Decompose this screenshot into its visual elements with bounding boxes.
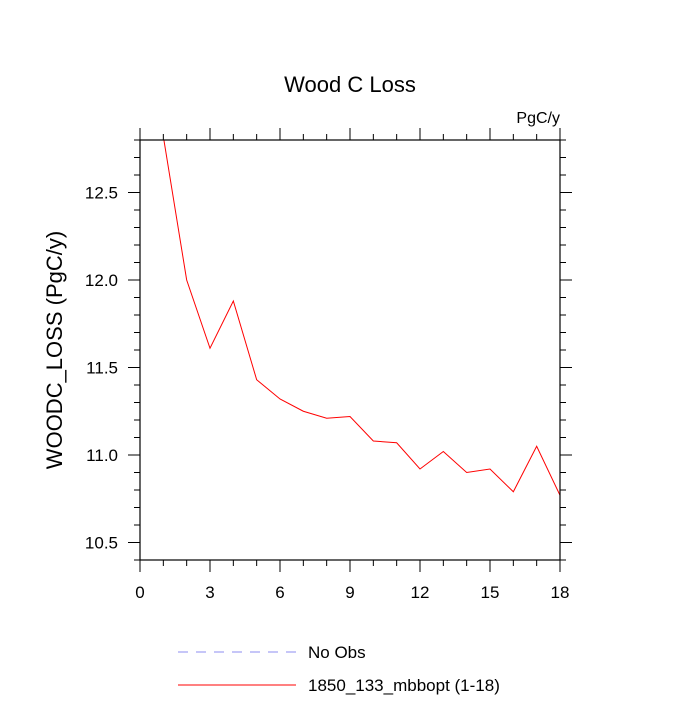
y-tick-label: 11.0: [86, 446, 118, 465]
x-tick-label: 3: [205, 583, 214, 602]
x-tick-label: 18: [551, 583, 570, 602]
y-tick-label: 12.5: [85, 184, 118, 203]
legend: No Obs 1850_133_mbbopt (1-18): [178, 643, 500, 695]
axis-ticks: [128, 128, 572, 572]
x-tick-label: 6: [275, 583, 284, 602]
y-tick-label: 12.0: [85, 271, 118, 290]
legend-label: 1850_133_mbbopt (1-18): [308, 676, 500, 695]
chart-title: Wood C Loss: [284, 72, 416, 97]
y-axis-label: WOODC_LOSS (PgC/y): [42, 231, 67, 469]
x-tick-label: 0: [135, 583, 144, 602]
y-tick-label: 11.5: [86, 359, 118, 378]
series-line: [163, 140, 560, 496]
x-tick-label: 15: [481, 583, 500, 602]
tick-labels: 0 3 6 9 12 15 18 10.5 11.0 11.5 12.0 12.5: [85, 184, 570, 603]
x-tick-label: 12: [411, 583, 430, 602]
units-label: PgC/y: [516, 110, 560, 127]
plot-frame: [139, 139, 561, 561]
y-tick-label: 10.5: [85, 534, 118, 553]
legend-label: No Obs: [308, 643, 366, 662]
x-tick-label: 9: [345, 583, 354, 602]
series-layer: [163, 140, 560, 496]
